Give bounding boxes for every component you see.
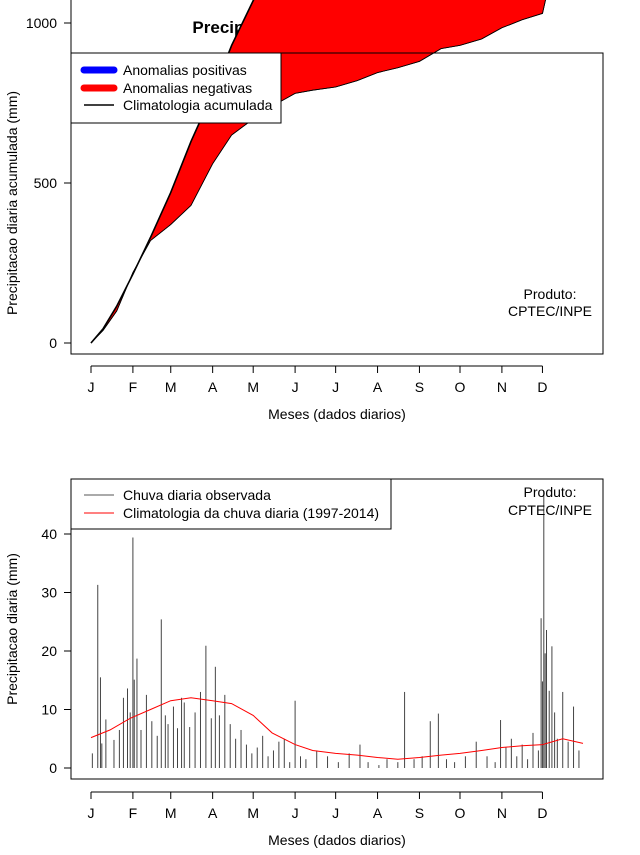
daily-x-tick-label: D [537,805,547,821]
accumulated-y-tick-label: 1000 [26,15,57,31]
daily-product-label-line2: CPTEC/INPE [508,502,592,518]
negative-anomaly-area [90,0,546,344]
anomaly-area-group [90,0,546,344]
daily-x-tick-label: S [415,805,424,821]
daily-y-axis: 0 10 20 30 40 [41,526,72,776]
daily-y-tick-label: 20 [41,643,57,659]
accumulated-x-tick-label: M [165,379,177,395]
accumulated-x-tick-label: J [88,379,95,395]
climatology-accumulated-line [90,0,255,344]
daily-x-tick-label: O [455,805,466,821]
daily-x-tick-label: J [292,805,299,821]
product-label-line2: CPTEC/INPE [508,303,592,319]
daily-x-tick-label: F [129,805,138,821]
accumulated-x-tick-label: S [415,379,424,395]
daily-y-tick-label: 40 [41,526,57,542]
accumulated-x-tick-label: O [455,379,466,395]
daily-x-tick-label: A [373,805,383,821]
daily-x-axis-label: Meses (dados diarios) [268,832,406,848]
daily-product-label-line1: Produto: [524,484,577,500]
observed-accumulated-line [90,0,546,344]
legend-label-positive: Anomalias positivas [123,62,247,78]
daily-climatology-line [90,697,584,760]
accumulated-y-tick-label: 500 [34,175,58,191]
daily-chart: 0 10 20 30 40 J F M A M J J A S O N D Precipitacao diar… [4,478,604,848]
daily-x-tick-label: J [88,805,95,821]
daily-legend-box [70,478,392,530]
legend-label-daily-climatology: Climatologia da chuva diaria (1997-2014) [123,505,379,521]
daily-x-tick-label: J [332,805,339,821]
accumulated-legend: Anomalias positivas Anomalias negativas … [70,52,282,124]
daily-y-tick-label: 30 [41,585,57,601]
daily-bars-group [91,491,580,768]
accumulated-y-axis-label: Precipitacao diaria acumulada (mm) [4,91,20,315]
accumulated-x-tick-label: A [373,379,383,395]
daily-x-tick-label: M [165,805,177,821]
daily-x-tick-label: M [247,805,259,821]
accumulated-x-tick-label: J [292,379,299,395]
accumulated-x-tick-label: M [247,379,259,395]
accumulated-x-tick-label: N [497,379,507,395]
accumulated-x-tick-label: A [208,379,218,395]
accumulated-x-tick-label: F [129,379,138,395]
legend-label-observed: Chuva diaria observada [123,487,271,503]
daily-y-tick-label: 10 [41,702,57,718]
daily-climatology-group [90,697,584,760]
accumulated-y-axis: 050010001500 [26,0,72,351]
daily-x-tick-label: A [208,805,218,821]
daily-y-tick-label: 0 [49,760,57,776]
product-label-line1: Produto: [524,286,577,302]
legend-label-climatology: Climatologia acumulada [123,97,273,113]
accumulated-x-tick-label: D [537,379,547,395]
accumulated-x-axis-label: Meses (dados diarios) [268,406,406,422]
daily-legend: Chuva diaria observada Climatologia da c… [70,478,392,530]
accumulated-lines-group [90,0,546,344]
legend-label-negative: Anomalias negativas [123,80,252,96]
accumulated-x-tick-label: J [332,379,339,395]
daily-y-axis-label: Precipitacao diaria (mm) [4,553,20,705]
accumulated-y-tick-label: 0 [49,335,57,351]
daily-x-tick-label: N [497,805,507,821]
